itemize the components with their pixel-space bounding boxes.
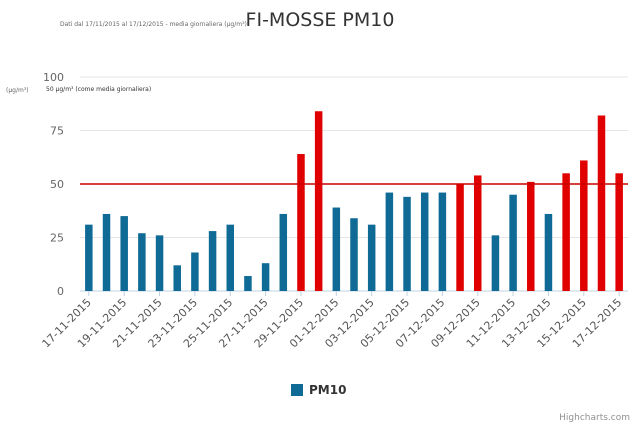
bar-28-11-2015[interactable] xyxy=(279,213,288,291)
bar-04-12-2015[interactable] xyxy=(385,192,394,291)
y-tick-label: 25 xyxy=(50,232,64,245)
bar-11-12-2015[interactable] xyxy=(509,194,517,291)
y-axis-label: (µg/m³) xyxy=(6,87,29,94)
y-tick-label: 75 xyxy=(50,125,64,138)
bar-02-12-2015[interactable] xyxy=(350,218,358,291)
bar-18-11-2015[interactable] xyxy=(102,213,111,291)
bar-15-12-2015[interactable] xyxy=(580,160,588,291)
bar-03-12-2015[interactable] xyxy=(367,224,376,291)
bar-16-12-2015[interactable] xyxy=(597,115,606,292)
bar-08-12-2015[interactable] xyxy=(456,184,464,291)
bar-26-11-2015[interactable] xyxy=(244,276,252,291)
bar-layer xyxy=(85,111,623,292)
y-tick-label: 0 xyxy=(57,285,64,298)
bar-24-11-2015[interactable] xyxy=(208,231,217,291)
bar-21-11-2015[interactable] xyxy=(155,235,164,291)
legend-swatch[interactable] xyxy=(291,384,303,396)
bar-05-12-2015[interactable] xyxy=(403,196,411,291)
legend-label[interactable]: PM10 xyxy=(309,383,346,397)
bar-17-12-2015[interactable] xyxy=(615,173,623,291)
credits-link[interactable]: Highcharts.com xyxy=(559,413,630,423)
chart-subtitle: Dati dal 17/11/2015 al 17/12/2015 - medi… xyxy=(60,21,247,28)
y-tick-label: 100 xyxy=(43,71,64,84)
bar-10-12-2015[interactable] xyxy=(491,235,500,291)
bar-12-12-2015[interactable] xyxy=(527,181,535,291)
bar-27-11-2015[interactable] xyxy=(261,263,270,291)
bar-19-11-2015[interactable] xyxy=(120,216,128,291)
bar-01-12-2015[interactable] xyxy=(332,207,341,291)
y-tick-label: 50 xyxy=(50,178,64,191)
legend[interactable]: PM10 xyxy=(291,383,346,397)
bar-25-11-2015[interactable] xyxy=(226,224,235,291)
bar-14-12-2015[interactable] xyxy=(562,173,570,291)
bar-09-12-2015[interactable] xyxy=(473,175,482,291)
bar-30-11-2015[interactable] xyxy=(314,111,323,292)
bar-06-12-2015[interactable] xyxy=(420,192,429,291)
y-axis-ticks: 0 25 50 75 100 xyxy=(43,71,64,298)
bar-20-11-2015[interactable] xyxy=(138,233,146,291)
chart-title: FI-MOSSE PM10 xyxy=(246,9,395,31)
threshold-label: 50 µg/m³ (come media giornaliera) xyxy=(46,86,151,93)
bar-13-12-2015[interactable] xyxy=(544,213,553,291)
x-axis-ticks: 17-11-201519-11-201521-11-201523-11-2015… xyxy=(40,291,624,350)
bar-07-12-2015[interactable] xyxy=(438,192,447,291)
bar-17-11-2015[interactable] xyxy=(85,224,93,291)
bar-22-11-2015[interactable] xyxy=(173,265,181,291)
bar-29-11-2015[interactable] xyxy=(297,154,305,291)
bar-23-11-2015[interactable] xyxy=(191,252,199,291)
